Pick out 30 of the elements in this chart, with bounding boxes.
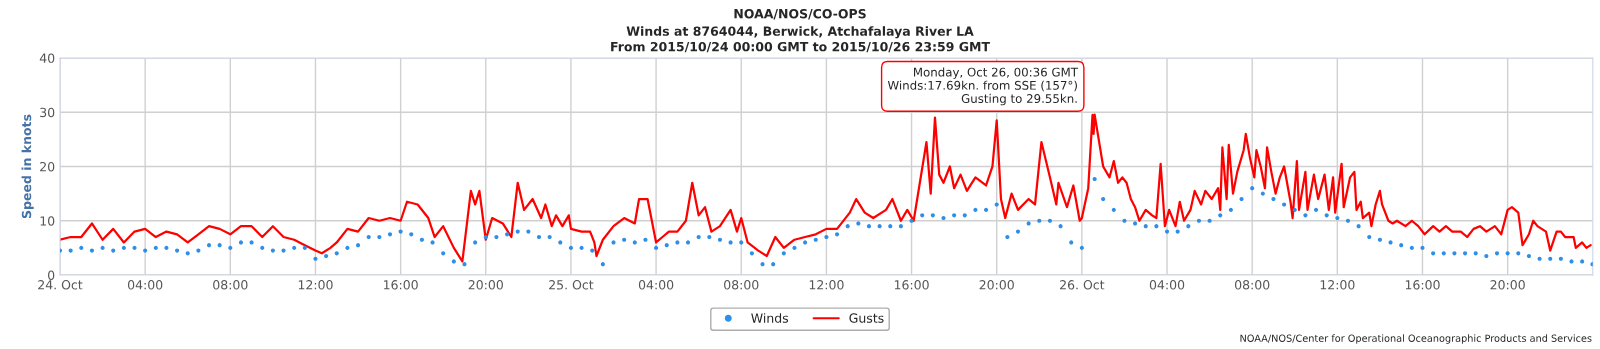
x-tick-label: 16:00 [894, 280, 929, 290]
x-tick-label: 08:00 [1234, 280, 1270, 290]
legend-label: Winds [751, 313, 789, 323]
x-tick-label: 24. Oct [38, 280, 83, 290]
x-tick-label: 20:00 [468, 280, 503, 290]
chart-title: NOAA/NOS/CO-OPS [734, 8, 866, 20]
x-tick-label: 12:00 [298, 280, 333, 290]
text: NOAA/NOS/Center for Operational Oceanographic Products and Services [1240, 334, 1592, 344]
y-tick-label: 40 [39, 53, 55, 63]
x-tick-label: 20:00 [1490, 280, 1525, 290]
y-tick-label: 10 [40, 216, 55, 226]
x-tick-label: 04:00 [1149, 280, 1185, 290]
x-tick-label: 08:00 [724, 280, 759, 290]
x-tick-label: 04:00 [127, 280, 163, 290]
x-tick-label: 20:00 [979, 280, 1014, 290]
y-axis-title: Speed in knots [21, 114, 34, 219]
x-tick-label: 25. Oct [549, 280, 594, 290]
y-tick-label: 30 [40, 107, 55, 118]
chart-subtitle: Winds at 8764044, Berwick, Atchafalaya River LA From 2015/10/24 00:00 GMT to 2015/10/26 23:59 GMT [611, 26, 990, 53]
x-tick-label: 08:00 [213, 280, 248, 290]
x-tick-label: 16:00 [383, 280, 418, 290]
x-tick-label: 12:00 [1320, 280, 1355, 290]
legend-label: Gusts [849, 313, 884, 323]
x-tick-label: 16:00 [1405, 280, 1440, 290]
y-tick-label: 0 [48, 270, 55, 280]
annotation: Monday, Oct 26, 00:36 GMT Winds:17.69kn. from SSE (157°) Gusting to 29.55kn. [887, 67, 1079, 106]
x-tick-label: 04:00 [638, 280, 674, 290]
y-tick-label: 20 [40, 161, 55, 172]
x-tick-label: 12:00 [809, 280, 844, 290]
x-tick-label: 26. Oct [1060, 280, 1105, 290]
